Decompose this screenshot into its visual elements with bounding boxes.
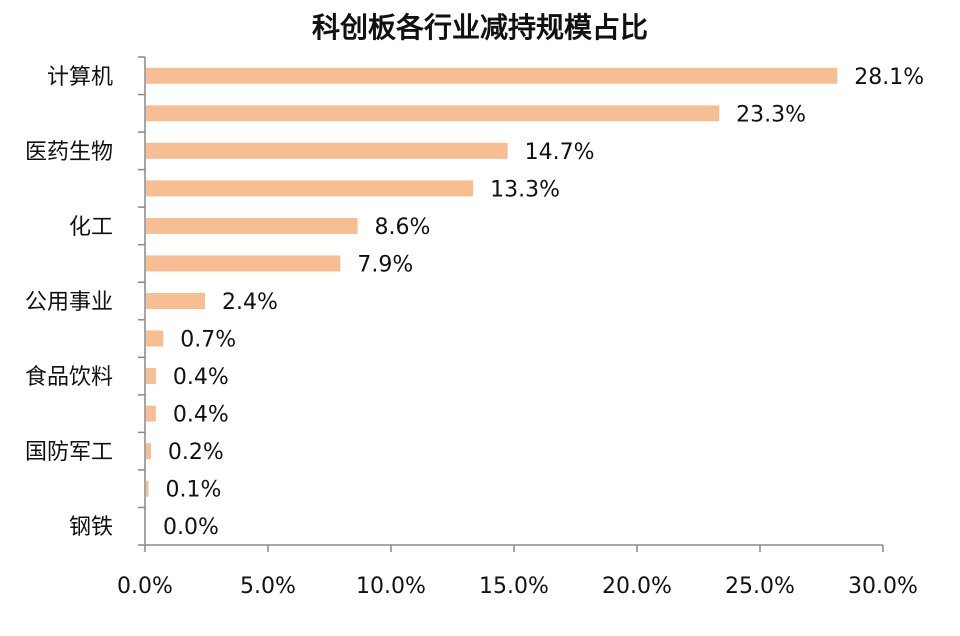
category-label: 计算机 (47, 65, 113, 90)
bar (146, 105, 720, 122)
bar (146, 255, 341, 272)
bar-value-label: 0.4% (173, 365, 229, 390)
category-label: 医药生物 (25, 140, 113, 165)
bar-value-label: 0.0% (163, 515, 219, 540)
x-tick-label: 30.0% (848, 574, 918, 599)
x-tick-label: 5.0% (240, 574, 296, 599)
category-label: 公用事业 (25, 290, 113, 315)
bar-value-label: 28.1% (854, 65, 924, 90)
chart-title: 科创板各行业减持规模占比 (311, 11, 648, 44)
bar (146, 443, 151, 460)
bar (146, 180, 474, 197)
bar-value-label: 0.1% (165, 478, 221, 503)
category-label: 国防军工 (25, 440, 113, 465)
bar (146, 405, 156, 422)
bar (146, 293, 206, 309)
bar-value-label: 7.9% (357, 252, 413, 277)
bar-value-label: 0.4% (173, 403, 229, 428)
x-tick-label: 25.0% (725, 574, 795, 599)
x-tick-label: 10.0% (356, 574, 426, 599)
category-label: 食品饮料 (25, 365, 113, 390)
bar-value-label: 8.6% (375, 215, 431, 240)
bar (146, 480, 149, 497)
x-tick-label: 15.0% (479, 574, 549, 599)
bar (146, 330, 164, 347)
x-tick-label: 0.0% (117, 574, 173, 599)
bar (146, 217, 358, 234)
category-label: 钢铁 (69, 515, 113, 540)
bar (146, 142, 508, 159)
bar-value-label: 0.2% (168, 440, 224, 465)
bar-value-label: 14.7% (525, 140, 595, 165)
bar-value-label: 2.4% (222, 290, 278, 315)
bar (146, 368, 156, 385)
bar (146, 67, 838, 84)
bar-value-label: 23.3% (736, 102, 806, 127)
bar-value-label: 13.3% (490, 177, 560, 202)
category-label: 化工 (69, 215, 113, 240)
x-tick-label: 20.0% (602, 574, 672, 599)
bar-value-label: 0.7% (180, 328, 236, 353)
